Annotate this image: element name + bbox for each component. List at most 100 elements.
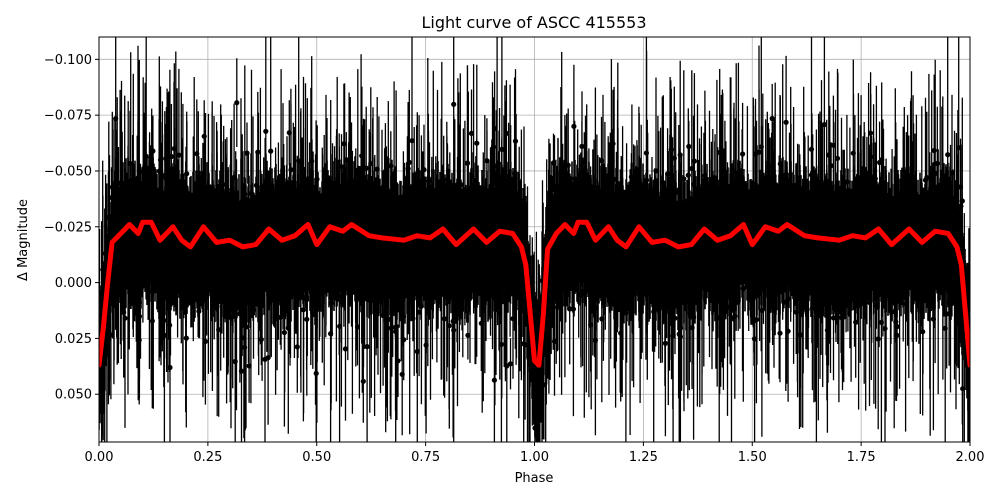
data-point [100, 267, 106, 273]
data-point [211, 245, 217, 251]
data-point [953, 294, 959, 300]
data-point [758, 144, 764, 150]
data-point [809, 305, 816, 311]
data-point [531, 376, 537, 382]
data-point [281, 329, 287, 336]
data-point [594, 277, 600, 283]
data-point [422, 223, 428, 230]
data-point [469, 173, 475, 179]
data-point [549, 186, 555, 192]
data-point [578, 292, 584, 298]
data-point [379, 210, 385, 216]
data-point [501, 242, 507, 248]
data-point [165, 260, 171, 266]
data-point [733, 194, 739, 200]
data-point [609, 158, 615, 164]
x-tick-label: 1.50 [738, 450, 767, 465]
data-point [229, 231, 235, 237]
data-point [767, 163, 773, 169]
data-point [532, 392, 538, 398]
data-point [570, 306, 577, 312]
data-point [288, 187, 294, 193]
data-point [136, 337, 142, 343]
data-point [617, 278, 623, 284]
data-point [399, 371, 405, 377]
data-point [277, 314, 283, 320]
data-point [714, 274, 720, 280]
data-point [299, 189, 305, 195]
x-tick-label: 1.25 [629, 450, 658, 465]
data-point [100, 388, 106, 394]
data-point [341, 141, 347, 147]
data-point [773, 246, 779, 252]
data-point [910, 279, 916, 285]
data-point [195, 298, 201, 304]
data-point [803, 245, 809, 251]
data-point [423, 278, 429, 284]
data-point [434, 194, 441, 200]
data-point [779, 207, 786, 213]
data-point [824, 327, 831, 333]
data-point [176, 152, 182, 158]
data-point [876, 291, 882, 297]
data-point [454, 279, 461, 285]
data-point [827, 214, 833, 220]
data-point [828, 249, 835, 255]
data-point [119, 220, 125, 226]
data-point [376, 259, 383, 265]
data-point [723, 169, 729, 175]
data-point [893, 256, 899, 262]
data-point [754, 184, 760, 190]
data-point [694, 218, 701, 224]
data-point [433, 223, 439, 229]
data-point [349, 279, 355, 285]
data-point [771, 295, 777, 302]
data-point [250, 216, 256, 222]
data-point [826, 245, 833, 251]
data-point [827, 289, 834, 295]
data-point [809, 264, 816, 270]
data-point [579, 170, 585, 176]
data-point [143, 153, 149, 159]
data-point [882, 249, 889, 255]
data-point [594, 254, 600, 260]
data-point [511, 283, 517, 290]
data-point [143, 241, 149, 247]
data-point [168, 153, 174, 160]
data-point [794, 243, 801, 249]
data-point [553, 244, 560, 251]
data-point [243, 324, 249, 330]
data-point [130, 253, 136, 259]
data-point [699, 281, 705, 287]
data-point [924, 246, 930, 252]
data-point [201, 213, 207, 219]
data-point [731, 219, 737, 225]
data-point [868, 154, 874, 160]
data-point [338, 164, 345, 170]
data-point [367, 254, 373, 260]
data-point [857, 244, 863, 250]
data-point [482, 297, 488, 303]
data-point [709, 268, 715, 274]
data-point [739, 191, 745, 197]
data-point [894, 230, 900, 236]
data-point [429, 202, 435, 208]
data-point [464, 265, 470, 271]
data-point [298, 241, 304, 247]
data-point [708, 176, 715, 183]
data-point [255, 149, 261, 155]
data-point [512, 306, 518, 312]
data-point [588, 308, 594, 314]
data-point [130, 202, 136, 208]
data-point [167, 294, 174, 300]
data-point [671, 155, 677, 161]
data-point [841, 272, 847, 278]
data-point [180, 226, 186, 232]
data-point [393, 230, 399, 236]
data-point [931, 147, 937, 154]
data-point [618, 271, 624, 278]
data-point [946, 299, 952, 305]
data-point [446, 286, 452, 292]
data-point [145, 288, 151, 294]
data-point [483, 291, 489, 297]
